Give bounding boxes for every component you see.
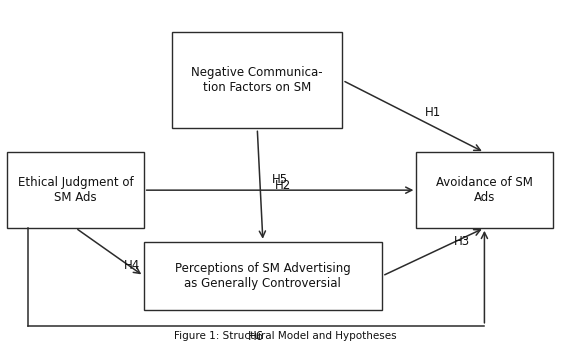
FancyBboxPatch shape [144,242,382,310]
Text: Figure 1: Structural Model and Hypotheses: Figure 1: Structural Model and Hypothese… [174,331,397,341]
Text: H6: H6 [248,329,264,343]
FancyBboxPatch shape [172,32,343,128]
Text: H4: H4 [124,259,140,272]
Text: Negative Communica-
tion Factors on SM: Negative Communica- tion Factors on SM [191,66,323,94]
Text: H5: H5 [272,173,288,186]
FancyBboxPatch shape [416,152,553,228]
Text: H3: H3 [453,235,470,248]
Text: H1: H1 [425,107,441,119]
Text: Ethical Judgment of
SM Ads: Ethical Judgment of SM Ads [18,176,133,204]
Text: H2: H2 [275,179,291,192]
FancyBboxPatch shape [7,152,144,228]
Text: Avoidance of SM
Ads: Avoidance of SM Ads [436,176,533,204]
Text: Perceptions of SM Advertising
as Generally Controversial: Perceptions of SM Advertising as General… [175,262,351,290]
